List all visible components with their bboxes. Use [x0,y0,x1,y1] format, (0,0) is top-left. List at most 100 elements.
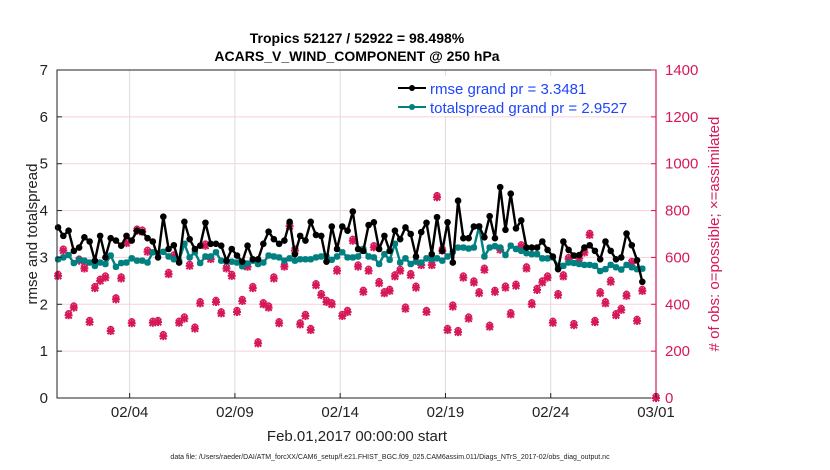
legend-spread-marker [409,104,415,110]
obs-assimilated-marker [501,283,510,292]
spread-point [428,256,435,263]
obs-assimilated-marker [238,297,247,306]
obs-assimilated-marker [248,284,257,293]
obs-assimilated-marker [196,299,205,308]
rmse-point [365,221,372,229]
spread-point [75,256,83,263]
obs-assimilated-marker [85,318,94,327]
rmse-point [202,219,209,227]
obs-assimilated-marker [511,281,520,290]
rmse-point [528,244,536,251]
obs-assimilated-marker [638,286,647,295]
rmse-point [286,218,293,226]
footnote: data file: /Users/raeder/DAI/ATM_forcXX/… [170,454,610,461]
rmse-point [628,241,636,249]
rmse-point [449,259,457,266]
rmse-point [539,238,546,245]
rmse-point [633,256,641,264]
spread-point [149,249,156,256]
obs-assimilated-marker [390,272,399,281]
spread-point [344,254,351,261]
rmse-point [249,256,257,263]
rmse-point [402,224,409,231]
obs-assimilated-marker [406,271,415,280]
rmse-point [128,237,136,244]
legend: rmse grand pr = 3.3481 totalspread grand… [385,76,653,117]
obs-assimilated-marker [564,255,573,264]
spread-point [486,244,493,251]
obs-assimilated-marker [348,236,357,245]
obs-assimilated-marker [259,300,268,309]
spread-point [207,253,214,260]
obs-assimilated-marker [401,304,410,313]
spread-point [386,256,393,263]
spread-point [612,264,620,271]
obs-assimilated-marker [427,261,436,270]
rmse-point [96,232,104,240]
spread-point [628,264,635,271]
obs-assimilated-marker [459,273,468,282]
rmse-point [170,241,178,249]
rmse-point [86,238,93,245]
spread-point [260,259,267,266]
rmse-point [191,245,199,253]
y-tick-label: 3 [40,249,48,266]
rmse-point [575,251,583,259]
rmse-point [460,234,467,242]
obs-assimilated-marker [269,274,278,283]
rmse-point [581,244,588,251]
spread-point [65,251,72,259]
rmse-point [275,240,283,248]
x-tick-label: 02/09 [216,404,254,421]
spread-point [133,257,141,264]
rmse-point [433,213,441,221]
spread-point [60,254,67,261]
spread-point [607,261,614,269]
obs-assimilated-marker [159,332,168,341]
x-tick-label: 02/14 [321,404,359,421]
spread-point [623,261,630,269]
rmse-point [428,250,436,258]
rmse-point [65,227,72,235]
obs-assimilated-marker [411,283,420,292]
spread-point [454,244,462,251]
obs-assimilated-marker [280,262,289,271]
obs-assimilated-marker [222,264,231,273]
y-right-tick-label: 1400 [665,62,698,79]
obs-assimilated-marker [580,248,589,257]
obs-assimilated-marker [117,274,126,283]
legend-spread-label: totalspread grand pr = 2.9527 [430,100,627,117]
axis-ticks: 02/04 02/09 02/14 02/19 02/24 03/010200400600… [40,62,699,421]
rmse-point [391,227,399,235]
obs-assimilated-marker [69,303,78,312]
rmse-point [370,218,378,226]
obs-assimilated-marker [90,284,99,293]
rmse-point [412,253,420,260]
obs-assimilated-marker [311,281,320,290]
rmse-point [302,237,309,244]
spread-point [239,263,246,270]
spread-point [318,253,325,260]
obs-assimilated-marker [111,295,120,304]
rmse-point [586,241,593,249]
spread-point [339,249,346,256]
obs-assimilated-marker [243,262,252,271]
rmse-point [612,256,620,263]
obs-assimilated-marker [185,261,194,270]
obs-assimilated-marker [190,324,199,333]
spread-point [481,253,488,260]
obs-assimilated-marker [548,318,557,327]
obs-assimilated-marker [233,308,242,317]
obs-assimilated-marker [517,242,526,251]
spread-point [523,250,530,257]
rmse-point [265,228,272,235]
rmse-point [338,223,346,230]
obs-assimilated-marker [554,291,563,300]
spread-point [575,260,583,268]
spread-point [365,253,372,260]
spread-point [233,259,241,266]
chart-title-line1: Tropics 52127 / 52922 = 98.498% [250,30,465,46]
spread-point [196,259,204,267]
rmse-point [444,218,451,226]
spread-point [444,253,451,260]
